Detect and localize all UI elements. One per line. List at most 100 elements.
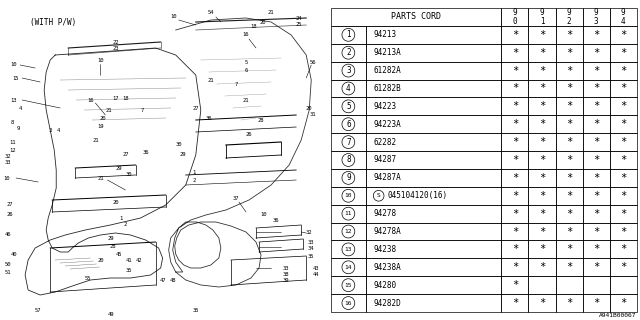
Text: 32: 32 bbox=[4, 155, 12, 159]
Bar bbox=[610, 205, 637, 223]
Text: 61282B: 61282B bbox=[374, 84, 402, 93]
Bar bbox=[501, 115, 529, 133]
Text: 13: 13 bbox=[344, 247, 352, 252]
Text: 50: 50 bbox=[4, 262, 12, 268]
Text: *: * bbox=[539, 30, 545, 40]
Text: *: * bbox=[593, 119, 599, 129]
Bar bbox=[556, 205, 582, 223]
Text: *: * bbox=[593, 155, 599, 165]
Bar bbox=[582, 62, 610, 80]
Text: *: * bbox=[512, 227, 518, 236]
Text: 9
4: 9 4 bbox=[621, 8, 625, 26]
Text: *: * bbox=[593, 298, 599, 308]
Bar bbox=[556, 97, 582, 115]
Bar bbox=[366, 115, 501, 133]
Text: *: * bbox=[620, 227, 627, 236]
Text: 10: 10 bbox=[97, 58, 104, 62]
Bar bbox=[582, 258, 610, 276]
Text: *: * bbox=[512, 262, 518, 272]
Bar bbox=[501, 240, 529, 258]
Text: 94278: 94278 bbox=[374, 209, 397, 218]
Bar bbox=[556, 62, 582, 80]
Bar bbox=[582, 169, 610, 187]
Bar bbox=[501, 205, 529, 223]
Text: *: * bbox=[620, 244, 627, 254]
Text: 94213A: 94213A bbox=[374, 48, 402, 57]
Bar bbox=[582, 26, 610, 44]
Text: *: * bbox=[620, 155, 627, 165]
Text: *: * bbox=[566, 101, 572, 111]
Text: 9
3: 9 3 bbox=[594, 8, 598, 26]
Bar bbox=[529, 80, 556, 97]
Text: *: * bbox=[593, 137, 599, 147]
Text: *: * bbox=[620, 119, 627, 129]
Text: 30: 30 bbox=[125, 172, 132, 178]
Bar bbox=[582, 8, 610, 26]
Text: *: * bbox=[566, 66, 572, 76]
Bar bbox=[529, 169, 556, 187]
Bar bbox=[331, 80, 366, 97]
Text: *: * bbox=[593, 84, 599, 93]
Text: 40: 40 bbox=[11, 252, 17, 258]
Bar bbox=[501, 223, 529, 240]
Text: 7: 7 bbox=[141, 108, 144, 113]
Bar bbox=[582, 133, 610, 151]
Text: *: * bbox=[566, 84, 572, 93]
Text: 94223A: 94223A bbox=[374, 120, 402, 129]
Text: *: * bbox=[593, 244, 599, 254]
Text: *: * bbox=[593, 191, 599, 201]
Text: 35: 35 bbox=[193, 308, 199, 313]
Bar bbox=[610, 169, 637, 187]
Bar bbox=[366, 205, 501, 223]
Bar bbox=[529, 187, 556, 205]
Bar bbox=[529, 115, 556, 133]
Text: *: * bbox=[512, 66, 518, 76]
Text: 21: 21 bbox=[97, 175, 104, 180]
Bar bbox=[610, 26, 637, 44]
Bar bbox=[366, 80, 501, 97]
Text: 33: 33 bbox=[283, 266, 289, 270]
Bar bbox=[529, 26, 556, 44]
Bar bbox=[556, 187, 582, 205]
Text: 9
1: 9 1 bbox=[540, 8, 544, 26]
Text: *: * bbox=[620, 137, 627, 147]
Bar bbox=[556, 169, 582, 187]
Text: 21: 21 bbox=[92, 138, 99, 142]
Text: *: * bbox=[620, 30, 627, 40]
Bar bbox=[529, 133, 556, 151]
Text: 32: 32 bbox=[306, 229, 312, 235]
Text: *: * bbox=[539, 298, 545, 308]
Bar bbox=[556, 151, 582, 169]
Bar bbox=[556, 133, 582, 151]
Text: 21: 21 bbox=[243, 98, 249, 102]
Bar bbox=[331, 97, 366, 115]
Text: *: * bbox=[566, 155, 572, 165]
Text: *: * bbox=[566, 173, 572, 183]
Bar bbox=[331, 205, 366, 223]
Bar bbox=[529, 44, 556, 62]
Text: 4: 4 bbox=[19, 106, 22, 110]
Bar bbox=[610, 187, 637, 205]
Text: 5: 5 bbox=[346, 102, 351, 111]
Text: 3: 3 bbox=[49, 127, 52, 132]
Bar bbox=[610, 151, 637, 169]
Text: *: * bbox=[593, 227, 599, 236]
Bar bbox=[331, 294, 366, 312]
Text: S: S bbox=[377, 193, 381, 198]
Bar bbox=[529, 276, 556, 294]
Text: 9
0: 9 0 bbox=[513, 8, 517, 26]
Text: 49: 49 bbox=[107, 313, 114, 317]
Bar bbox=[501, 258, 529, 276]
Bar bbox=[366, 26, 501, 44]
Text: 37: 37 bbox=[233, 196, 239, 201]
Bar bbox=[331, 115, 366, 133]
Text: 5: 5 bbox=[244, 60, 248, 65]
Text: 48: 48 bbox=[170, 277, 176, 283]
Text: 11: 11 bbox=[344, 211, 352, 216]
Text: *: * bbox=[593, 48, 599, 58]
Bar bbox=[331, 133, 366, 151]
Text: *: * bbox=[539, 137, 545, 147]
Bar bbox=[556, 8, 582, 26]
Text: *: * bbox=[539, 244, 545, 254]
Bar bbox=[529, 294, 556, 312]
